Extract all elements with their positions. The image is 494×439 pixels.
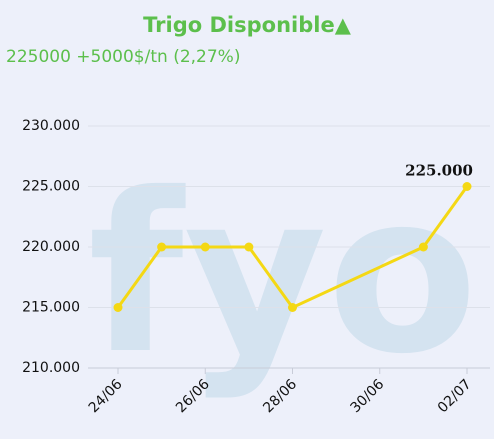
point xyxy=(157,242,167,252)
watermark: fyo xyxy=(88,146,478,402)
point xyxy=(113,303,123,312)
value-label: 225.000 xyxy=(405,162,473,180)
y-tick-label: 230.000 xyxy=(22,118,80,134)
y-tick-label: 220.000 xyxy=(22,239,80,255)
y-tick-label: 215.000 xyxy=(22,300,80,316)
point xyxy=(462,182,472,191)
point xyxy=(244,242,254,252)
y-tick-label: 225.000 xyxy=(22,179,80,195)
point xyxy=(200,242,210,252)
chart-subtitle: 225000 +5000$/tn (2,27%) xyxy=(6,47,240,67)
y-tick-label: 210.000 xyxy=(22,360,80,376)
chart-title: Trigo Disponible▲ xyxy=(143,13,352,37)
point xyxy=(418,242,428,252)
point xyxy=(288,303,297,312)
